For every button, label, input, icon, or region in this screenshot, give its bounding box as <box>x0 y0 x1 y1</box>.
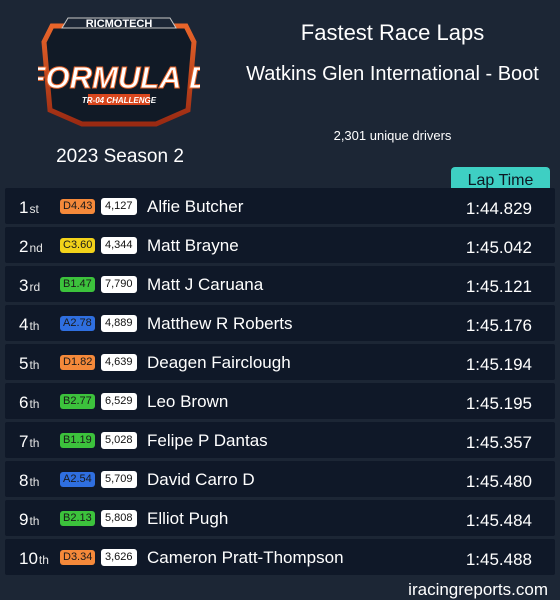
position: 2nd <box>19 227 43 263</box>
irating-badge: 7,790 <box>101 276 137 293</box>
table-row: 6th B2.77 6,529 Leo Brown 1:45.195 <box>5 383 555 419</box>
table-row: 9th B2.13 5,808 Elliot Pugh 1:45.484 <box>5 500 555 536</box>
position: 9th <box>19 500 39 536</box>
position-suffix: th <box>29 514 40 528</box>
position-number: 2 <box>19 237 29 256</box>
license-badge: C3.60 <box>60 238 96 253</box>
position-suffix: th <box>38 553 49 567</box>
position: 7th <box>19 422 39 458</box>
lap-time: 1:45.484 <box>465 511 532 530</box>
position-suffix: th <box>29 475 40 489</box>
logo-brand-text: RICMOTECH <box>86 18 153 30</box>
irating-badge: 4,639 <box>101 354 137 371</box>
driver-name: Matt J Caruana <box>147 275 264 294</box>
lap-time: 1:45.042 <box>465 238 532 257</box>
driver-name: Elliot Pugh <box>147 509 229 528</box>
position: 5th <box>19 344 39 380</box>
position-suffix: th <box>29 436 40 450</box>
position: 6th <box>19 383 39 419</box>
driver-name: Matt Brayne <box>147 236 239 255</box>
license-badge: B1.19 <box>60 433 95 448</box>
results-list: 1st D4.43 4,127 Alfie Butcher 1:44.829 2nd C3.… <box>5 188 555 578</box>
table-row: 1st D4.43 4,127 Alfie Butcher 1:44.829 <box>5 188 555 224</box>
lap-time: 1:45.176 <box>465 316 532 335</box>
license-badge: A2.78 <box>60 316 95 331</box>
license-badge: B1.47 <box>60 277 95 292</box>
position-number: 9 <box>19 510 29 529</box>
position-suffix: rd <box>29 280 41 294</box>
position-number: 4 <box>19 315 29 334</box>
driver-name: Matthew R Roberts <box>147 314 293 333</box>
driver-name: Felipe P Dantas <box>147 431 268 450</box>
license-badge: D4.43 <box>60 199 96 214</box>
position: 10th <box>19 539 49 575</box>
formula-d-logo: RICMOTECH FORMULA D TR-04 CHALLENGE <box>38 17 200 127</box>
logo-subtitle-text: TR-04 CHALLENGE <box>82 96 157 105</box>
irating-badge: 5,028 <box>101 432 137 449</box>
irating-badge: 4,889 <box>101 315 137 332</box>
irating-badge: 3,626 <box>101 549 137 566</box>
license-badge: D3.34 <box>60 550 96 565</box>
site-credit: iracingreports.com <box>408 580 548 599</box>
position-number: 8 <box>19 471 29 490</box>
irating-badge: 5,808 <box>101 510 137 527</box>
lap-time: 1:45.194 <box>465 355 532 374</box>
position-suffix: th <box>29 397 40 411</box>
position-suffix: th <box>29 358 40 372</box>
irating-badge: 4,127 <box>101 198 137 215</box>
lap-time: 1:44.829 <box>465 199 532 218</box>
position-suffix: th <box>29 319 40 333</box>
irating-badge: 4,344 <box>101 237 137 254</box>
lap-time: 1:45.357 <box>465 433 532 452</box>
table-row: 10th D3.34 3,626 Cameron Pratt-Thompson 1:45… <box>5 539 555 575</box>
driver-name: David Carro D <box>147 470 255 489</box>
table-row: 5th D1.82 4,639 Deagen Fairclough 1:45.194 <box>5 344 555 380</box>
table-row: 7th B1.19 5,028 Felipe P Dantas 1:45.357 <box>5 422 555 458</box>
driver-name: Alfie Butcher <box>147 197 244 216</box>
table-row: 2nd C3.60 4,344 Matt Brayne 1:45.042 <box>5 227 555 263</box>
position-number: 6 <box>19 393 29 412</box>
driver-name: Leo Brown <box>147 392 229 411</box>
position-number: 7 <box>19 432 29 451</box>
position: 1st <box>19 188 39 224</box>
lap-time: 1:45.121 <box>465 277 532 296</box>
position-number: 1 <box>19 198 29 217</box>
position: 3rd <box>19 266 40 302</box>
unique-drivers-count: 2,301 unique drivers <box>333 128 452 143</box>
logo-title-text: FORMULA D <box>38 60 200 95</box>
license-badge: B2.13 <box>60 511 95 526</box>
table-row: 4th A2.78 4,889 Matthew R Roberts 1:45.176 <box>5 305 555 341</box>
position-suffix: nd <box>29 241 43 255</box>
position-number: 10 <box>19 549 38 568</box>
license-badge: A2.54 <box>60 472 95 487</box>
lap-time: 1:45.480 <box>465 472 532 491</box>
license-badge: B2.77 <box>60 394 95 409</box>
position-number: 5 <box>19 354 29 373</box>
license-badge: D1.82 <box>60 355 96 370</box>
season-label: 2023 Season 2 <box>56 146 184 167</box>
position: 4th <box>19 305 39 341</box>
position-number: 3 <box>19 276 29 295</box>
page-title: Fastest Race Laps <box>300 20 485 45</box>
report-header: RICMOTECH FORMULA D TR-04 CHALLENGE 2023… <box>0 0 560 193</box>
driver-name: Cameron Pratt-Thompson <box>147 548 344 567</box>
irating-badge: 6,529 <box>101 393 137 410</box>
irating-badge: 5,709 <box>101 471 137 488</box>
lap-time: 1:45.195 <box>465 394 532 413</box>
table-row: 8th A2.54 5,709 David Carro D 1:45.480 <box>5 461 555 497</box>
position: 8th <box>19 461 39 497</box>
position-suffix: st <box>29 202 39 216</box>
table-row: 3rd B1.47 7,790 Matt J Caruana 1:45.121 <box>5 266 555 302</box>
lap-time: 1:45.488 <box>465 550 532 569</box>
driver-name: Deagen Fairclough <box>147 353 291 372</box>
track-name: Watkins Glen International - Boot <box>246 63 539 85</box>
